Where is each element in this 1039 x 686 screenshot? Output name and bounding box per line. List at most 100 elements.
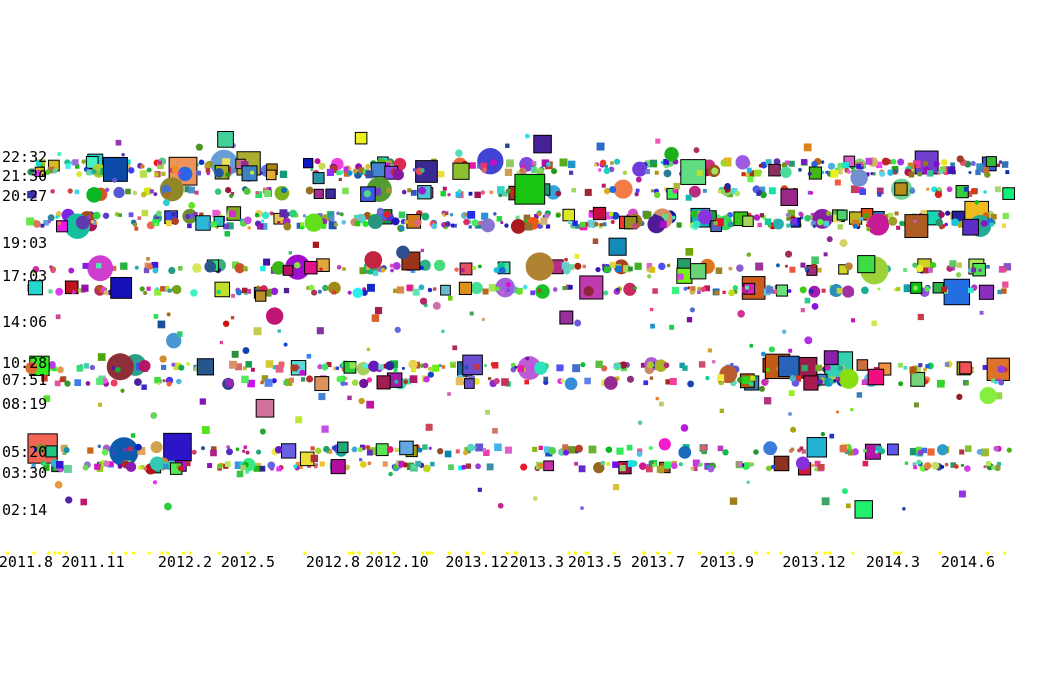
- point-marker-1521: [323, 445, 330, 453]
- point-marker-1776: [103, 460, 110, 467]
- point-marker-1597: [700, 444, 708, 452]
- point-marker-1770: [627, 460, 635, 468]
- point-marker-541: [212, 209, 220, 217]
- point-marker-159: [532, 161, 537, 166]
- point-marker-1631: [344, 464, 351, 471]
- point-marker-1104: [352, 287, 364, 299]
- point-marker-1332: [344, 382, 348, 386]
- point-marker-199: [52, 168, 58, 174]
- point-marker-827: [134, 265, 139, 270]
- point-marker-2015: [800, 308, 805, 313]
- point-marker-524: [759, 213, 764, 218]
- point-marker-154: [65, 163, 71, 169]
- point-marker-1236: [368, 360, 380, 372]
- point-marker-27: [998, 160, 1003, 164]
- point-marker-989: [306, 286, 311, 290]
- point-marker-1573: [588, 445, 597, 454]
- point-marker-1925: [288, 251, 292, 255]
- point-marker-1904: [224, 231, 231, 237]
- point-marker-663: [951, 218, 960, 227]
- point-marker-621: [945, 210, 951, 216]
- point-marker-1720: [475, 463, 481, 470]
- point-marker-1175: [438, 363, 442, 368]
- point-marker-986: [160, 286, 166, 292]
- point-marker-1992: [601, 183, 606, 188]
- point-marker-1557: [331, 445, 337, 451]
- point-marker-638: [562, 208, 576, 222]
- point-marker-362: [502, 191, 508, 197]
- point-marker-528: [836, 209, 848, 221]
- point-marker-1021: [683, 286, 688, 291]
- point-marker-407: [50, 189, 55, 194]
- point-marker-1713: [749, 462, 755, 467]
- point-marker-411: [184, 186, 191, 193]
- point-marker-1721: [140, 465, 145, 470]
- point-marker-1075: [568, 285, 573, 290]
- point-marker-94: [490, 159, 498, 167]
- point-marker-14: [950, 162, 955, 168]
- point-marker-311: [438, 170, 445, 178]
- point-marker-785: [213, 216, 225, 227]
- point-marker-1958: [608, 237, 627, 256]
- point-marker-1185: [462, 354, 483, 376]
- point-marker-237: [917, 171, 922, 177]
- point-marker-806: [913, 219, 917, 223]
- point-marker-1714: [63, 464, 72, 473]
- point-marker-2033: [452, 162, 470, 180]
- point-marker-1727: [913, 465, 917, 470]
- point-marker-1088: [99, 289, 104, 293]
- point-marker-622: [481, 212, 489, 220]
- point-marker-1946: [201, 426, 210, 434]
- point-marker-877: [623, 265, 631, 273]
- baseline-dot-47: [465, 551, 469, 555]
- point-marker-1427: [289, 377, 295, 383]
- point-marker-1463: [242, 449, 246, 453]
- point-marker-741: [812, 224, 816, 228]
- point-marker-1595: [399, 440, 414, 456]
- point-marker-971: [154, 288, 162, 296]
- point-marker-1000: [246, 288, 252, 294]
- point-marker-956: [732, 285, 739, 291]
- point-marker-571: [449, 213, 454, 217]
- baseline-dot-35: [505, 551, 510, 555]
- point-marker-1898: [412, 288, 420, 296]
- point-marker-1318: [665, 379, 671, 385]
- point-marker-942: [804, 266, 809, 271]
- x-tick-label-6: 2013.12: [445, 553, 508, 571]
- point-marker-1043: [687, 286, 691, 290]
- x-tick-label-0: 2011.8: [0, 553, 53, 571]
- point-marker-1409: [993, 380, 998, 385]
- point-marker-1476: [359, 444, 366, 451]
- point-marker-1850: [760, 351, 766, 357]
- point-marker-1284: [534, 361, 548, 375]
- point-marker-313: [102, 156, 128, 182]
- point-marker-919: [282, 265, 294, 276]
- point-marker-1923: [958, 490, 966, 498]
- point-marker-1498: [801, 449, 806, 454]
- point-marker-610: [727, 211, 733, 218]
- y-tick-label-8: 08:19: [2, 395, 47, 413]
- point-marker-370: [731, 188, 738, 195]
- point-marker-1080: [235, 289, 243, 296]
- point-marker-1289: [778, 355, 800, 378]
- point-marker-808: [57, 221, 62, 226]
- point-marker-1287: [115, 366, 121, 373]
- point-marker-625: [156, 210, 162, 217]
- point-marker-1559: [437, 448, 444, 455]
- point-marker-1867: [690, 263, 707, 280]
- point-marker-1842: [276, 466, 282, 472]
- point-marker-289: [870, 172, 874, 176]
- point-marker-1424: [750, 375, 756, 381]
- point-marker-1731: [986, 461, 992, 467]
- point-marker-1442: [409, 375, 418, 384]
- point-marker-787: [853, 224, 858, 229]
- point-marker-1241: [654, 359, 668, 373]
- point-marker-804: [321, 223, 327, 229]
- point-marker-1577: [365, 445, 371, 450]
- point-marker-1798: [250, 170, 255, 175]
- point-marker-2007: [314, 376, 330, 392]
- point-marker-323: [876, 187, 884, 195]
- point-marker-1530: [200, 446, 206, 451]
- point-marker-1155: [251, 367, 255, 372]
- point-marker-930: [389, 263, 394, 268]
